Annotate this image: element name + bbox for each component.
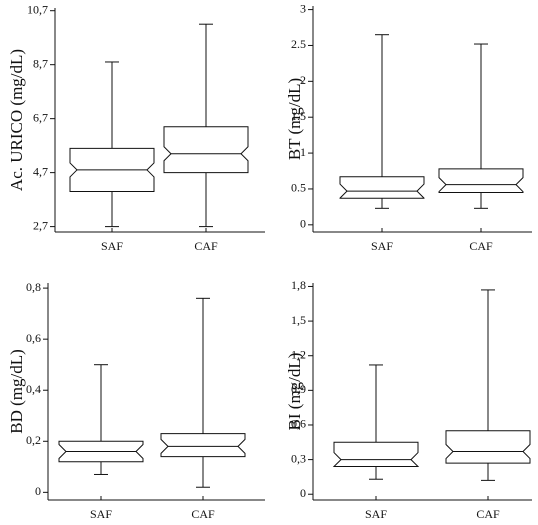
- y-axis-label: Ac. URICO (mg/dL): [7, 49, 26, 191]
- x-tick-label: SAF: [90, 507, 112, 521]
- box: [438, 168, 524, 194]
- y-tick-label: 4,7: [33, 164, 48, 178]
- y-tick-label: 2,7: [33, 218, 48, 232]
- y-axis-label: BI (mg/dL): [285, 353, 304, 431]
- x-tick-label: CAF: [191, 507, 215, 521]
- y-tick-label: 0: [300, 217, 306, 231]
- box: [163, 126, 249, 174]
- y-tick-label: 0,4: [26, 382, 41, 396]
- box: [332, 441, 420, 468]
- y-tick-label: 6,7: [33, 110, 48, 124]
- box: [160, 433, 246, 458]
- y-axis-label: BD (mg/dL): [7, 349, 26, 434]
- y-tick-label: 3: [300, 1, 306, 15]
- x-tick-label: CAF: [476, 507, 500, 521]
- y-tick-label: 1.5: [291, 109, 306, 123]
- y-tick-label: 1,5: [291, 313, 306, 327]
- y-tick-label: 0: [35, 484, 41, 498]
- y-tick-label: 2.5: [291, 37, 306, 51]
- y-axis-label: BT (mg/dL): [285, 78, 304, 160]
- x-tick-label: CAF: [469, 239, 493, 253]
- y-tick-label: 1: [300, 145, 306, 159]
- y-tick-label: 0,3: [291, 451, 306, 465]
- y-tick-label: 2: [300, 73, 306, 87]
- box: [339, 176, 425, 199]
- y-tick-label: 0,8: [26, 280, 41, 294]
- y-tick-label: 0: [300, 486, 306, 500]
- y-tick-label: 8,7: [33, 56, 48, 70]
- box: [445, 430, 531, 464]
- x-tick-label: SAF: [101, 239, 123, 253]
- y-tick-label: 1,8: [291, 278, 306, 292]
- x-tick-label: SAF: [371, 239, 393, 253]
- x-tick-label: CAF: [194, 239, 218, 253]
- y-tick-label: 0,6: [26, 331, 41, 345]
- y-tick-label: 0,2: [26, 433, 41, 447]
- y-tick-label: 0,6: [291, 417, 306, 431]
- y-tick-label: 0.5: [291, 181, 306, 195]
- x-tick-label: SAF: [365, 507, 387, 521]
- y-tick-label: 1,2: [291, 347, 306, 361]
- y-tick-label: 10,7: [27, 2, 48, 16]
- y-tick-label: 0,9: [291, 382, 306, 396]
